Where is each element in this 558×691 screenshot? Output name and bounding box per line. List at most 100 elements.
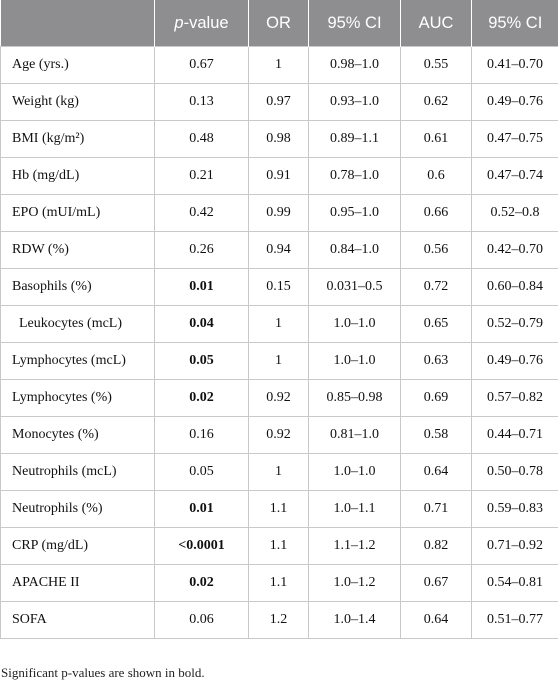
auc-ci-cell: 0.42–0.70 xyxy=(471,231,558,269)
variable-cell: Weight (kg) xyxy=(0,83,155,121)
or-cell: 0.91 xyxy=(248,157,309,195)
table-row: Neutrophils (mcL) 0.05 1 1.0–1.0 0.64 0.50–0.… xyxy=(0,453,558,491)
table-row: Basophils (%) 0.01 0.15 0.031–0.5 0.72 0.60–0… xyxy=(0,268,558,306)
ci-cell: 1.0–1.0 xyxy=(308,305,401,343)
auc-ci-cell: 0.51–0.77 xyxy=(471,601,558,639)
or-cell: 1 xyxy=(248,342,309,380)
ci-cell: 0.81–1.0 xyxy=(308,416,401,454)
auc-cell: 0.58 xyxy=(400,416,472,454)
header-auc: AUC xyxy=(400,0,472,47)
table-row: APACHE II 0.02 1.1 1.0–1.2 0.67 0.54–0.81 xyxy=(0,564,558,602)
variable-cell: BMI (kg/m²) xyxy=(0,120,155,158)
p-value-cell: 0.01 xyxy=(154,490,249,528)
ci-cell: 0.85–0.98 xyxy=(308,379,401,417)
p-value-cell: 0.04 xyxy=(154,305,249,343)
table-row: RDW (%) 0.26 0.94 0.84–1.0 0.56 0.42–0.70 xyxy=(0,231,558,269)
table-row: Weight (kg) 0.13 0.97 0.93–1.0 0.62 0.49–0.76 xyxy=(0,83,558,121)
ci-cell: 1.0–1.1 xyxy=(308,490,401,528)
p-value-cell: 0.01 xyxy=(154,268,249,306)
p-value-cell: 0.48 xyxy=(154,120,249,158)
p-value-cell: 0.02 xyxy=(154,379,249,417)
auc-cell: 0.72 xyxy=(400,268,472,306)
or-cell: 0.98 xyxy=(248,120,309,158)
ci-cell: 0.95–1.0 xyxy=(308,194,401,232)
p-value-cell: 0.13 xyxy=(154,83,249,121)
or-cell: 0.92 xyxy=(248,379,309,417)
or-cell: 1.1 xyxy=(248,490,309,528)
header-ci: 95% CI xyxy=(308,0,401,47)
ci-cell: 1.0–1.0 xyxy=(308,342,401,380)
variable-cell: Age (yrs.) xyxy=(0,46,155,84)
table-footnote: Significant p-values are shown in bold. xyxy=(1,665,205,680)
table-row: Lymphocytes (mcL) 0.05 1 1.0–1.0 0.63 0.49–0.… xyxy=(0,342,558,380)
or-cell: 1 xyxy=(248,453,309,491)
table-row: Leukocytes (mcL) 0.04 1 1.0–1.0 0.65 0.52–0.7… xyxy=(0,305,558,343)
p-value-cell: 0.67 xyxy=(154,46,249,84)
auc-cell: 0.6 xyxy=(400,157,472,195)
auc-ci-cell: 0.52–0.8 xyxy=(471,194,558,232)
p-value-cell: 0.05 xyxy=(154,453,249,491)
header-variable xyxy=(0,0,155,47)
p-value-cell: 0.26 xyxy=(154,231,249,269)
or-cell: 0.97 xyxy=(248,83,309,121)
auc-ci-cell: 0.50–0.78 xyxy=(471,453,558,491)
auc-ci-cell: 0.49–0.76 xyxy=(471,83,558,121)
p-value-cell: 0.42 xyxy=(154,194,249,232)
header-auc-ci: 95% CI xyxy=(471,0,558,47)
variable-cell: Leukocytes (mcL) xyxy=(0,305,155,343)
auc-ci-cell: 0.44–0.71 xyxy=(471,416,558,454)
or-cell: 0.92 xyxy=(248,416,309,454)
auc-ci-cell: 0.60–0.84 xyxy=(471,268,558,306)
auc-cell: 0.63 xyxy=(400,342,472,380)
auc-ci-cell: 0.54–0.81 xyxy=(471,564,558,602)
or-cell: 1.1 xyxy=(248,564,309,602)
table-body: Age (yrs.) 0.67 1 0.98–1.0 0.55 0.41–0.70 Weig… xyxy=(0,46,558,639)
or-cell: 1.1 xyxy=(248,527,309,565)
header-or: OR xyxy=(248,0,309,47)
or-cell: 1.2 xyxy=(248,601,309,639)
auc-ci-cell: 0.47–0.74 xyxy=(471,157,558,195)
table-row: Hb (mg/dL) 0.21 0.91 0.78–1.0 0.6 0.47–0.74 xyxy=(0,157,558,195)
ci-cell: 1.0–1.4 xyxy=(308,601,401,639)
variable-cell: SOFA xyxy=(0,601,155,639)
p-value-cell: 0.16 xyxy=(154,416,249,454)
auc-cell: 0.67 xyxy=(400,564,472,602)
ci-cell: 0.031–0.5 xyxy=(308,268,401,306)
header-row: p-value OR 95% CI AUC 95% CI xyxy=(0,0,558,47)
or-cell: 1 xyxy=(248,46,309,84)
table-row: Neutrophils (%) 0.01 1.1 1.0–1.1 0.71 0.59–0.… xyxy=(0,490,558,528)
ci-cell: 0.89–1.1 xyxy=(308,120,401,158)
table-row: SOFA 0.06 1.2 1.0–1.4 0.64 0.51–0.77 xyxy=(0,601,558,639)
auc-cell: 0.56 xyxy=(400,231,472,269)
auc-cell: 0.69 xyxy=(400,379,472,417)
variable-cell: RDW (%) xyxy=(0,231,155,269)
variable-cell: Monocytes (%) xyxy=(0,416,155,454)
or-cell: 0.99 xyxy=(248,194,309,232)
auc-ci-cell: 0.59–0.83 xyxy=(471,490,558,528)
p-value-cell: 0.06 xyxy=(154,601,249,639)
variable-cell: Hb (mg/dL) xyxy=(0,157,155,195)
table-row: Lymphocytes (%) 0.02 0.92 0.85–0.98 0.69 0.57… xyxy=(0,379,558,417)
auc-ci-cell: 0.49–0.76 xyxy=(471,342,558,380)
or-cell: 0.15 xyxy=(248,268,309,306)
ci-cell: 0.78–1.0 xyxy=(308,157,401,195)
auc-cell: 0.61 xyxy=(400,120,472,158)
table-header: p-value OR 95% CI AUC 95% CI xyxy=(0,0,558,47)
table-row: Monocytes (%) 0.16 0.92 0.81–1.0 0.58 0.44–0.… xyxy=(0,416,558,454)
auc-cell: 0.82 xyxy=(400,527,472,565)
ci-cell: 1.1–1.2 xyxy=(308,527,401,565)
variable-cell: CRP (mg/dL) xyxy=(0,527,155,565)
auc-cell: 0.66 xyxy=(400,194,472,232)
or-cell: 1 xyxy=(248,305,309,343)
p-value-cell: 0.02 xyxy=(154,564,249,602)
variable-cell: APACHE II xyxy=(0,564,155,602)
auc-cell: 0.65 xyxy=(400,305,472,343)
p-value-cell: <0.0001 xyxy=(154,527,249,565)
header-p-value: p-value xyxy=(154,0,249,47)
variable-cell: Basophils (%) xyxy=(0,268,155,306)
variable-cell: Neutrophils (mcL) xyxy=(0,453,155,491)
results-table: p-value OR 95% CI AUC 95% CI Age (yrs.) 0.67 1… xyxy=(0,0,558,639)
variable-cell: EPO (mUI/mL) xyxy=(0,194,155,232)
auc-ci-cell: 0.41–0.70 xyxy=(471,46,558,84)
table-row: CRP (mg/dL) <0.0001 1.1 1.1–1.2 0.82 0.71–0.9… xyxy=(0,527,558,565)
